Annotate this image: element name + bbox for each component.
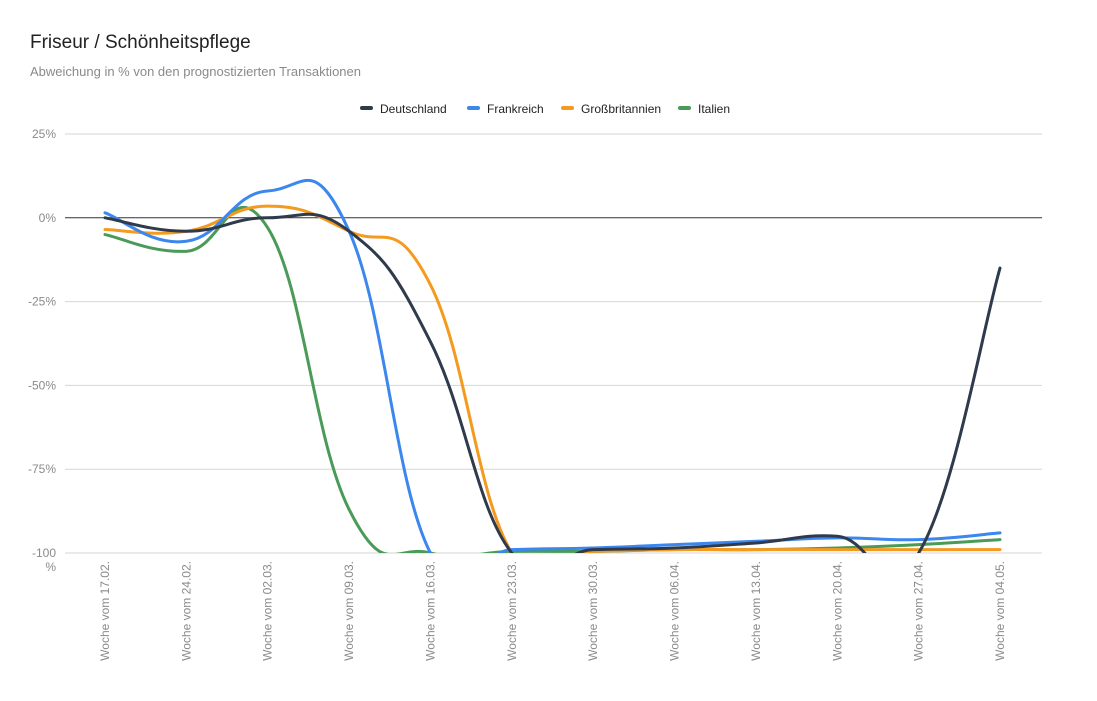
x-tick-label: Woche vom 16.03.	[423, 561, 437, 661]
chart-title: Friseur / Schönheitspflege	[30, 32, 251, 53]
y-tick-label: -50%	[28, 378, 56, 392]
x-tick-label: Woche vom 30.03.	[586, 561, 600, 661]
x-tick-label: Woche vom 23.03.	[505, 561, 519, 661]
x-tick-label: Woche vom 04.05.	[993, 561, 1007, 661]
legend-swatch	[561, 106, 574, 110]
x-tick-label: Woche vom 17.02.	[98, 561, 112, 661]
y-tick-label: 0%	[39, 211, 57, 225]
series-line-deutschland	[103, 212, 1002, 553]
gridlines	[65, 133, 1042, 554]
x-tick-label: Woche vom 27.04.	[912, 561, 926, 661]
legend: Deutschland Frankreich Großbritannien Itali…	[360, 102, 730, 116]
legend-swatch	[360, 106, 373, 110]
x-axis-ticks: Woche vom 17.02. Woche vom 24.02. Woche vo…	[98, 561, 1007, 661]
series-line-italien	[103, 205, 1002, 553]
legend-label: Italien	[698, 102, 730, 116]
x-tick-label: Woche vom 13.04.	[749, 561, 763, 661]
x-tick-label: Woche vom 20.04.	[830, 561, 844, 661]
series-lines	[103, 178, 1002, 553]
x-tick-label: Woche vom 02.03.	[261, 561, 275, 661]
x-tick-label: Woche vom 06.04.	[668, 561, 682, 661]
y-tick-label: -100%	[32, 546, 56, 574]
series-line-frankreich	[103, 178, 1002, 553]
x-tick-label: Woche vom 24.02.	[179, 561, 193, 661]
chart-subtitle: Abweichung in % von den prognostizierten…	[30, 64, 361, 79]
legend-label: Frankreich	[487, 102, 544, 116]
y-tick-label: -75%	[28, 462, 56, 476]
legend-label: Deutschland	[380, 102, 447, 116]
y-tick-label: 25%	[32, 127, 56, 141]
y-axis-ticks: 25% 0% -25% -50% -75% -100%	[28, 127, 56, 574]
legend-swatch	[467, 106, 480, 110]
series-line-gro-britannien	[103, 204, 1002, 553]
x-tick-label: Woche vom 09.03.	[342, 561, 356, 661]
y-tick-label: -25%	[28, 295, 56, 309]
legend-swatch	[678, 106, 691, 110]
legend-label: Großbritannien	[581, 102, 661, 116]
